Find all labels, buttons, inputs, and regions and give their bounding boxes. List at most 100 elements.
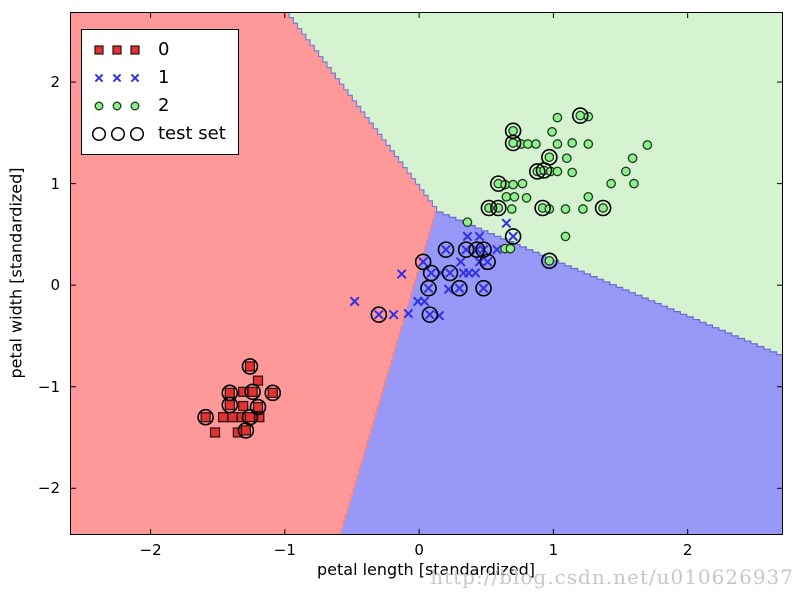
class2-marker xyxy=(560,204,571,214)
class2-marker xyxy=(583,139,594,149)
test-set-ring xyxy=(264,384,282,402)
class1-marker xyxy=(501,218,512,229)
class2-marker xyxy=(552,112,563,123)
class1-marker xyxy=(373,309,384,320)
class1-marker xyxy=(445,268,455,278)
class2-marker xyxy=(508,138,518,148)
class0-marker xyxy=(244,361,256,372)
class1-marker xyxy=(426,268,437,278)
class2-marker xyxy=(509,191,520,202)
class0-marker xyxy=(130,45,140,55)
x-tick-label: 0 xyxy=(414,541,424,559)
class2-marker xyxy=(629,178,639,189)
test-set-ring xyxy=(528,163,546,180)
class1-marker xyxy=(112,73,122,83)
ring-legend-marker-icon xyxy=(91,126,145,142)
class1-marker xyxy=(454,283,465,294)
class0-marker xyxy=(244,412,256,423)
class2-marker xyxy=(508,179,518,190)
test-set-ring xyxy=(91,126,107,142)
test-set-ring xyxy=(441,264,459,282)
test-set-ring xyxy=(490,199,507,217)
legend-row-test-set: test set xyxy=(90,120,226,148)
legend-label: 0 xyxy=(158,39,170,60)
legend-row-1: 1 xyxy=(90,64,226,92)
test-set-ring xyxy=(534,199,551,217)
test-set-ring xyxy=(541,252,558,270)
class0-marker xyxy=(240,425,252,436)
class1-marker xyxy=(423,283,434,294)
class2-marker xyxy=(462,217,473,228)
class0-marker xyxy=(217,412,229,423)
class1-marker xyxy=(470,268,481,278)
class0-marker xyxy=(238,400,249,412)
test-set-ring xyxy=(237,422,255,439)
test-set-ring xyxy=(420,279,437,297)
class2-marker xyxy=(544,255,555,266)
class1-marker xyxy=(349,296,360,307)
x-tick-label: 1 xyxy=(548,541,559,559)
test-set-ring xyxy=(480,199,498,217)
legend-row-2: 2 xyxy=(90,92,226,120)
y-tick-label: −2 xyxy=(37,479,60,498)
class1-marker xyxy=(474,231,485,242)
class2-marker xyxy=(583,191,594,202)
class1-marker xyxy=(462,231,473,242)
class2-marker xyxy=(544,152,555,163)
test-set-ring xyxy=(110,126,126,142)
test-set-ring xyxy=(421,306,439,323)
boundary-red-blue xyxy=(340,211,437,535)
class0-marker xyxy=(252,401,264,413)
x-tick-label: −2 xyxy=(139,541,162,559)
class2-marker xyxy=(94,101,104,111)
class1-marker xyxy=(461,244,472,255)
class0-marker xyxy=(252,375,264,386)
y-tick-label: 2 xyxy=(50,73,60,92)
class0-marker xyxy=(267,387,278,398)
class1-marker xyxy=(130,73,140,83)
class2-marker xyxy=(505,243,516,254)
x-legend-marker-icon xyxy=(94,73,140,83)
test-set-ring xyxy=(221,384,239,402)
test-set-ring xyxy=(479,253,496,271)
test-set-ring xyxy=(370,306,388,323)
test-set-ring xyxy=(197,408,214,426)
watermark: http://blog.csdn.net/u010626937 xyxy=(430,565,794,589)
class0-marker xyxy=(112,45,122,55)
class2-marker xyxy=(567,138,578,148)
class2-marker xyxy=(642,140,653,150)
class1-marker xyxy=(388,309,399,320)
class1-marker xyxy=(424,309,435,320)
test-set-ring xyxy=(414,253,432,271)
class2-marker xyxy=(506,204,517,214)
class0-marker xyxy=(227,412,238,423)
test-set-ring xyxy=(475,279,492,297)
class1-marker xyxy=(94,73,104,83)
test-set-ring xyxy=(241,358,259,375)
class1-marker xyxy=(492,244,502,255)
y-tick-label: −1 xyxy=(37,377,60,396)
class2-marker xyxy=(606,178,616,189)
class2-marker xyxy=(575,110,586,121)
test-set-ring xyxy=(475,241,492,258)
y-axis-label: petal width [standardized] xyxy=(6,167,26,379)
test-set-ring xyxy=(468,241,486,258)
class0-marker xyxy=(247,386,258,397)
boundary-red-green xyxy=(284,12,438,213)
test-set-ring xyxy=(535,162,553,179)
legend-label: 2 xyxy=(158,95,170,116)
class0-marker xyxy=(254,412,265,423)
class2-marker xyxy=(523,139,533,149)
class1-marker xyxy=(418,256,429,267)
class0-marker xyxy=(224,387,235,398)
class2-marker xyxy=(521,192,532,203)
test-set-ring xyxy=(490,175,507,192)
x-tick-label: 2 xyxy=(682,541,693,559)
test-set-ring xyxy=(504,134,522,152)
test-set-ring xyxy=(504,228,522,245)
test-set-ring xyxy=(594,199,612,217)
class2-marker xyxy=(508,125,518,136)
class1-marker xyxy=(455,256,466,267)
class2-marker xyxy=(501,191,512,202)
class0-marker xyxy=(209,427,221,438)
